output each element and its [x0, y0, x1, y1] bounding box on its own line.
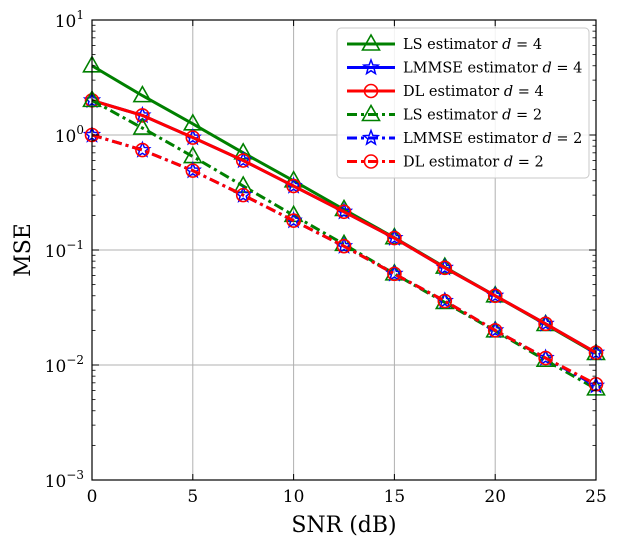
legend-marker: [363, 154, 379, 169]
data-point: [334, 233, 354, 252]
data-point: [437, 260, 453, 276]
x-tick-label: 5: [187, 487, 198, 507]
data-point: [286, 178, 301, 194]
legend-entry: LS estimator d = 2: [347, 103, 542, 124]
legend-label-part: = 2: [513, 155, 544, 171]
data-point: [235, 187, 251, 203]
data-point: [387, 230, 402, 246]
data-point: [336, 238, 352, 254]
data-point: [185, 163, 201, 178]
legend-label-part: = 2: [552, 131, 583, 147]
data-point: [487, 323, 503, 338]
x-axis-label: SNR (dB): [291, 513, 396, 538]
legend-marker: [361, 57, 381, 76]
data-point: [135, 108, 150, 123]
legend-marker: [361, 103, 381, 122]
legend-label-part: d: [502, 37, 511, 53]
y-tick-label: 101: [55, 8, 84, 32]
legend-label: LMMSE estimator d = 4: [403, 61, 582, 77]
x-tick-label: 20: [484, 487, 506, 507]
data-point: [538, 350, 553, 366]
series-line: [91, 133, 597, 386]
x-tick-label: 0: [87, 487, 98, 507]
y-tick-label: 10−2: [45, 353, 84, 377]
legend-entry: LMMSE estimator d = 2: [347, 128, 582, 147]
data-point: [132, 117, 153, 135]
legend-label-part: LS estimator: [403, 37, 502, 53]
data-point: [437, 293, 453, 309]
data-point: [135, 142, 150, 158]
legend-entry: LS estimator d = 4: [347, 33, 542, 53]
legend-label-part: = 4: [552, 61, 583, 77]
legend-label-part: d: [542, 61, 551, 77]
data-point: [286, 213, 301, 228]
y-tick-exponent: −3: [66, 468, 84, 482]
legend-box: [336, 27, 590, 179]
legend-label-part: = 2: [511, 108, 542, 124]
legend-label-part: d: [504, 155, 513, 171]
data-point: [185, 130, 201, 145]
data-point: [387, 266, 402, 282]
y-tick-label: 100: [55, 123, 84, 147]
legend-entry: DL estimator d = 4: [347, 83, 544, 100]
y-tick-label: 10−1: [45, 238, 84, 262]
legend-marker: [363, 83, 379, 99]
data-point: [487, 288, 503, 304]
y-tick-mantissa: 10: [45, 357, 67, 377]
data-point: [233, 175, 254, 193]
legend-marker: [361, 128, 381, 146]
y-tick-mantissa: 10: [55, 12, 77, 32]
data-point: [538, 316, 553, 332]
legend-label-part: d: [542, 131, 551, 147]
y-tick-exponent: −2: [66, 353, 84, 367]
legend-label-part: = 4: [513, 84, 544, 100]
x-tick-label: 10: [283, 487, 305, 507]
data-point: [235, 153, 251, 168]
y-tick-exponent: 0: [76, 123, 84, 137]
legend-label: LMMSE estimator d = 2: [403, 131, 582, 147]
legend-label-part: = 4: [511, 37, 542, 53]
data-point: [233, 142, 254, 160]
x-tick-label: 15: [384, 487, 406, 507]
y-tick-mantissa: 10: [55, 127, 77, 147]
legend-label-part: DL estimator: [403, 155, 504, 171]
data-point: [336, 204, 352, 220]
y-tick-exponent: 1: [76, 8, 84, 22]
legend-label-part: LMMSE estimator: [403, 131, 542, 147]
y-axis-label: MSE: [11, 223, 36, 277]
legend-label: DL estimator d = 4: [403, 84, 544, 100]
legend-label-part: LS estimator: [403, 108, 502, 124]
y-tick-exponent: −1: [66, 238, 84, 252]
legend-entry: LMMSE estimator d = 4: [347, 57, 582, 77]
legend-label-part: d: [504, 84, 513, 100]
y-tick-mantissa: 10: [45, 472, 67, 492]
legend-label-part: LMMSE estimator: [403, 61, 542, 77]
y-tick-mantissa: 10: [45, 242, 67, 262]
legend-label: LS estimator d = 2: [403, 108, 542, 124]
legend-label: DL estimator d = 2: [403, 155, 544, 171]
legend-label: LS estimator d = 4: [403, 37, 542, 53]
legend-label-part: d: [502, 108, 511, 124]
legend-label-part: DL estimator: [403, 84, 504, 100]
y-tick-label: 10−3: [45, 468, 84, 492]
series-5: [84, 127, 604, 392]
data-point: [132, 84, 153, 103]
legend-marker: [361, 33, 381, 51]
legend-entry: DL estimator d = 2: [347, 154, 544, 171]
x-tick-label: 25: [585, 487, 607, 507]
series-line: [91, 98, 597, 354]
